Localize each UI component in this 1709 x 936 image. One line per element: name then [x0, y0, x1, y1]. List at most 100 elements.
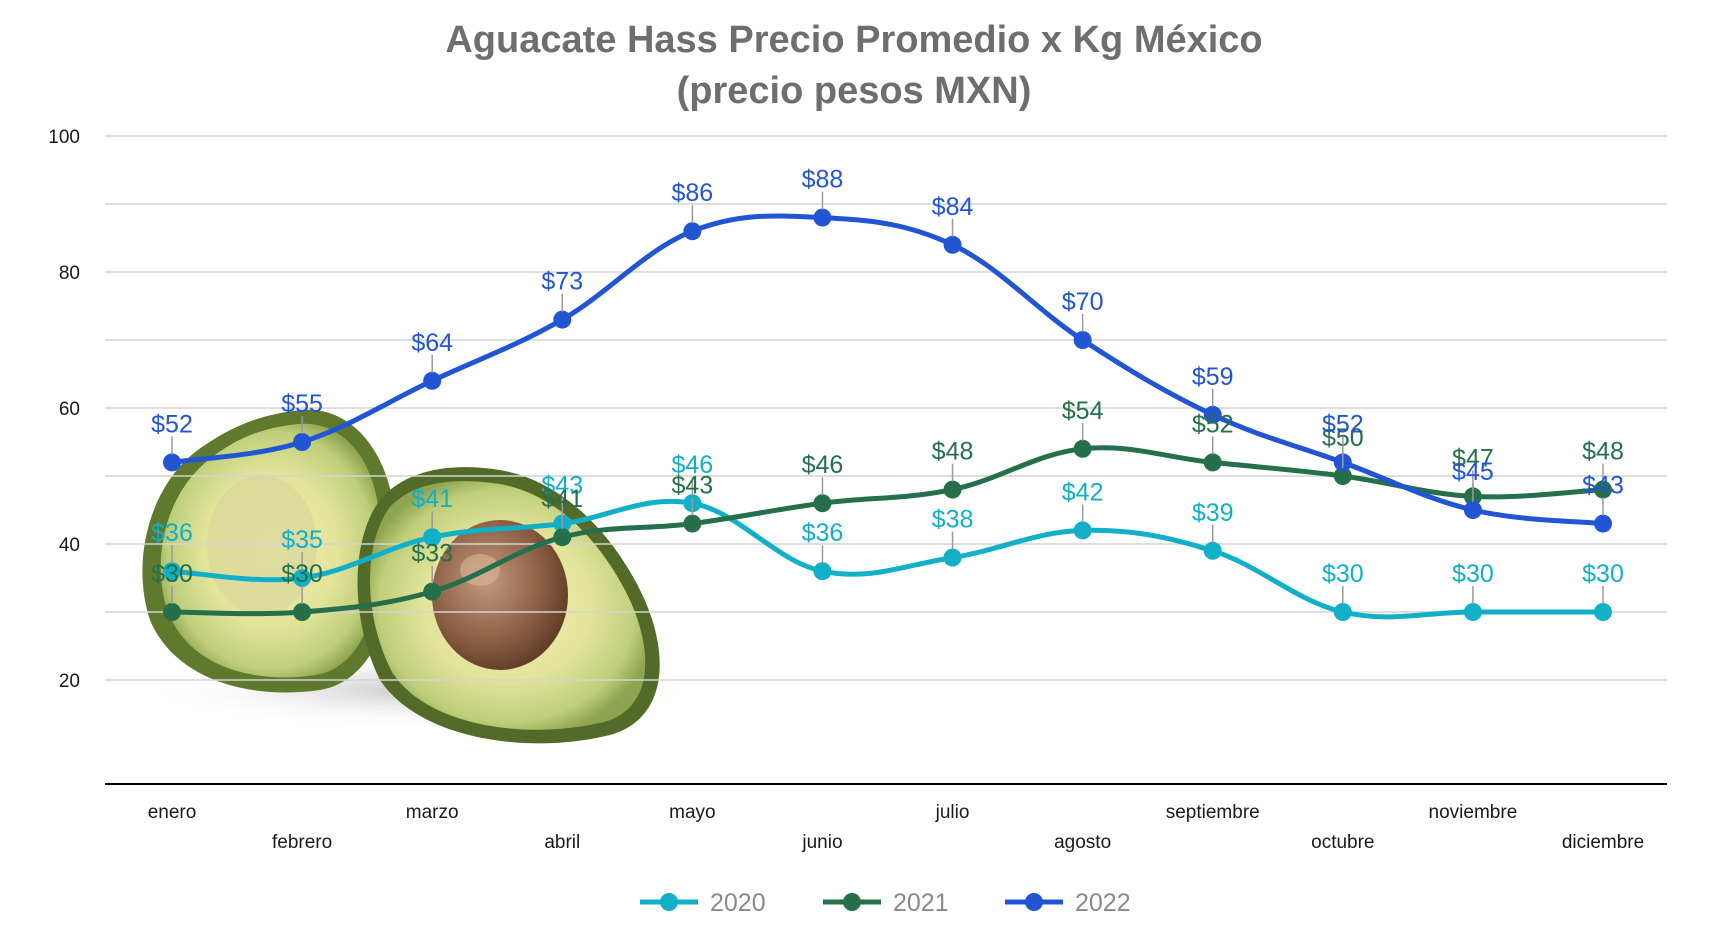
gridlines — [105, 135, 1667, 681]
chart-title: Aguacate Hass Precio Promedio x Kg Méxic… — [445, 19, 1262, 61]
x-tick-label: febrero — [272, 832, 332, 853]
chart-subtitle: (precio pesos MXN) — [677, 70, 1032, 112]
data-label: $38 — [932, 506, 974, 534]
x-tick-label: mayo — [669, 802, 715, 823]
data-point — [943, 235, 962, 254]
data-label: $70 — [1062, 288, 1104, 316]
data-label: $43 — [541, 472, 583, 500]
x-axis-ticks: enero febrero marzo abril mayo junio julio agos… — [148, 802, 1644, 853]
data-label: $84 — [932, 193, 974, 221]
data-point — [1463, 501, 1482, 519]
data-label: $41 — [411, 485, 453, 513]
data-label: $88 — [802, 166, 844, 194]
data-label: $52 — [1322, 410, 1364, 438]
data-point — [163, 562, 181, 581]
data-point — [423, 371, 442, 390]
legend-label: 2022 — [1075, 889, 1131, 917]
x-tick-label: julio — [935, 802, 970, 823]
data-label: $46 — [672, 451, 714, 479]
x-tick-label: agosto — [1054, 832, 1111, 853]
data-label: $41 — [541, 485, 583, 513]
data-point — [1203, 541, 1222, 560]
data-point — [813, 494, 832, 513]
data-label: $45 — [1452, 458, 1494, 486]
data-label: $64 — [411, 329, 453, 357]
data-label: $30 — [151, 560, 193, 588]
data-point — [1594, 514, 1612, 533]
data-point — [683, 222, 702, 241]
legend-swatch-marker — [1025, 893, 1043, 911]
x-tick-label: enero — [148, 802, 197, 823]
y-tick-label: 40 — [59, 535, 80, 556]
data-label: $39 — [1192, 499, 1234, 527]
data-point — [293, 433, 312, 451]
data-point — [813, 208, 832, 227]
x-tick-label: noviembre — [1429, 802, 1518, 823]
data-label: $35 — [281, 526, 323, 554]
x-tick-label: octubre — [1311, 832, 1374, 853]
data-point — [293, 569, 312, 587]
data-label: $52 — [1192, 410, 1234, 438]
data-point — [1203, 405, 1222, 424]
data-label: $55 — [281, 390, 323, 418]
data-label: $30 — [1322, 560, 1364, 588]
data-point — [553, 528, 572, 547]
data-point — [1463, 603, 1482, 621]
legend-swatch-marker — [843, 893, 861, 911]
data-point — [1333, 603, 1352, 621]
data-label: $36 — [151, 519, 193, 547]
data-point — [813, 562, 832, 581]
data-point — [943, 480, 962, 499]
data-point — [1073, 331, 1092, 349]
data-label: $30 — [1452, 560, 1494, 588]
x-tick-label: junio — [801, 832, 842, 853]
data-label: $43 — [1582, 472, 1624, 500]
y-tick-label: 20 — [59, 671, 80, 692]
data-label: $73 — [541, 268, 583, 296]
data-label: $59 — [1192, 363, 1234, 391]
data-label: $48 — [1582, 438, 1624, 466]
data-point — [943, 548, 962, 567]
y-axis-ticks: 100 80 60 40 20 — [48, 127, 80, 692]
data-label: $54 — [1062, 397, 1104, 425]
data-label: $43 — [672, 472, 714, 500]
data-label: $52 — [151, 410, 193, 438]
data-point — [1333, 467, 1352, 485]
data-label: $36 — [802, 519, 844, 547]
data-point — [1073, 439, 1092, 458]
y-tick-label: 60 — [59, 399, 80, 420]
data-point — [423, 582, 442, 601]
data-label: $33 — [411, 540, 453, 568]
data-point — [553, 310, 572, 329]
data-point — [163, 453, 181, 472]
x-tick-label: diciembre — [1562, 832, 1644, 853]
data-point — [1594, 603, 1612, 621]
legend-swatch-marker — [660, 893, 678, 911]
series-line-2021 — [169, 445, 1606, 617]
data-point — [423, 528, 442, 547]
data-point — [163, 603, 181, 621]
legend-label: 2021 — [893, 889, 949, 917]
data-label: $42 — [1062, 478, 1104, 506]
data-label: $30 — [1582, 560, 1624, 588]
data-point — [1073, 521, 1092, 540]
data-point — [293, 603, 312, 621]
data-label: $86 — [672, 179, 714, 207]
x-tick-label: abril — [544, 832, 580, 853]
data-point — [683, 514, 702, 533]
legend: 2020 2021 2022 — [640, 889, 1131, 917]
legend-label: 2020 — [710, 889, 766, 917]
data-label: $48 — [932, 438, 974, 466]
series-lines — [163, 208, 1612, 621]
data-label: $30 — [281, 560, 323, 588]
data-label: $46 — [802, 451, 844, 479]
data-labels: $36 $35$41 $43$46$36 $38$42$39$30 $30 $30$30 $… — [151, 166, 1624, 604]
y-tick-label: 100 — [48, 127, 80, 148]
y-tick-label: 80 — [59, 263, 80, 284]
data-label: $47 — [1452, 444, 1494, 472]
x-tick-label: marzo — [406, 802, 459, 823]
data-point — [1203, 453, 1222, 472]
series-line-2020 — [169, 498, 1606, 620]
data-point — [1594, 480, 1612, 499]
